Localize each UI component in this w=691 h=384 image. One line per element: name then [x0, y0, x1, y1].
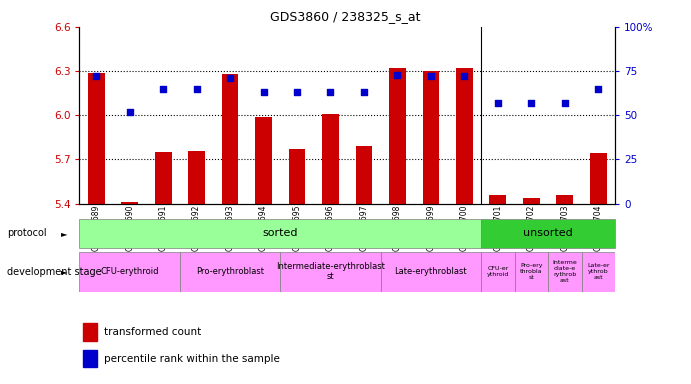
Text: ►: ►	[61, 229, 68, 238]
Bar	[79, 219, 481, 248]
Text: development stage: development stage	[7, 266, 102, 277]
Text: CFU-er
ythroid: CFU-er ythroid	[486, 266, 509, 277]
Bar	[582, 252, 615, 292]
Bar	[222, 74, 238, 204]
Bar	[122, 202, 138, 204]
Point	[91, 73, 102, 79]
Bar	[255, 117, 272, 204]
Point	[158, 86, 169, 92]
Bar	[556, 195, 573, 204]
Bar	[83, 350, 97, 367]
Bar	[281, 252, 381, 292]
Bar	[79, 252, 180, 292]
Bar	[590, 154, 607, 204]
Text: Interme
diate-e
rythrob
ast: Interme diate-e rythrob ast	[552, 260, 577, 283]
Bar	[180, 252, 281, 292]
Text: percentile rank within the sample: percentile rank within the sample	[104, 354, 280, 364]
Text: Late-er
ythrob
ast: Late-er ythrob ast	[587, 263, 609, 280]
Bar	[489, 195, 507, 204]
Text: Late-erythroblast: Late-erythroblast	[395, 267, 467, 276]
Point	[559, 100, 570, 106]
Point	[459, 73, 470, 79]
Point	[359, 89, 370, 95]
Bar	[481, 219, 615, 248]
Bar	[88, 73, 104, 204]
Point	[392, 71, 403, 78]
Bar	[155, 152, 171, 204]
Bar	[481, 252, 515, 292]
Point	[426, 73, 437, 79]
Text: protocol: protocol	[7, 228, 46, 238]
Text: transformed count: transformed count	[104, 327, 201, 337]
Point	[191, 86, 202, 92]
Point	[593, 86, 604, 92]
Point	[292, 89, 303, 95]
Bar	[356, 146, 372, 204]
Text: GDS3860 / 238325_s_at: GDS3860 / 238325_s_at	[270, 10, 421, 23]
Text: CFU-erythroid: CFU-erythroid	[100, 267, 159, 276]
Bar	[515, 252, 548, 292]
Point	[258, 89, 269, 95]
Text: unsorted: unsorted	[523, 228, 573, 238]
Text: ►: ►	[61, 267, 68, 276]
Point	[526, 100, 537, 106]
Bar	[548, 252, 582, 292]
Point	[124, 109, 135, 115]
Point	[492, 100, 503, 106]
Bar	[381, 252, 481, 292]
Bar	[422, 71, 439, 204]
Text: Intermediate-erythroblast
st: Intermediate-erythroblast st	[276, 262, 385, 281]
Bar	[83, 323, 97, 341]
Text: Pro-ery
throbla
st: Pro-ery throbla st	[520, 263, 542, 280]
Bar	[289, 149, 305, 204]
Bar	[389, 68, 406, 204]
Bar	[523, 198, 540, 204]
Text: sorted: sorted	[263, 228, 298, 238]
Text: Pro-erythroblast: Pro-erythroblast	[196, 267, 264, 276]
Bar	[322, 114, 339, 204]
Point	[325, 89, 336, 95]
Bar	[188, 151, 205, 204]
Bar	[456, 68, 473, 204]
Point	[225, 75, 236, 81]
